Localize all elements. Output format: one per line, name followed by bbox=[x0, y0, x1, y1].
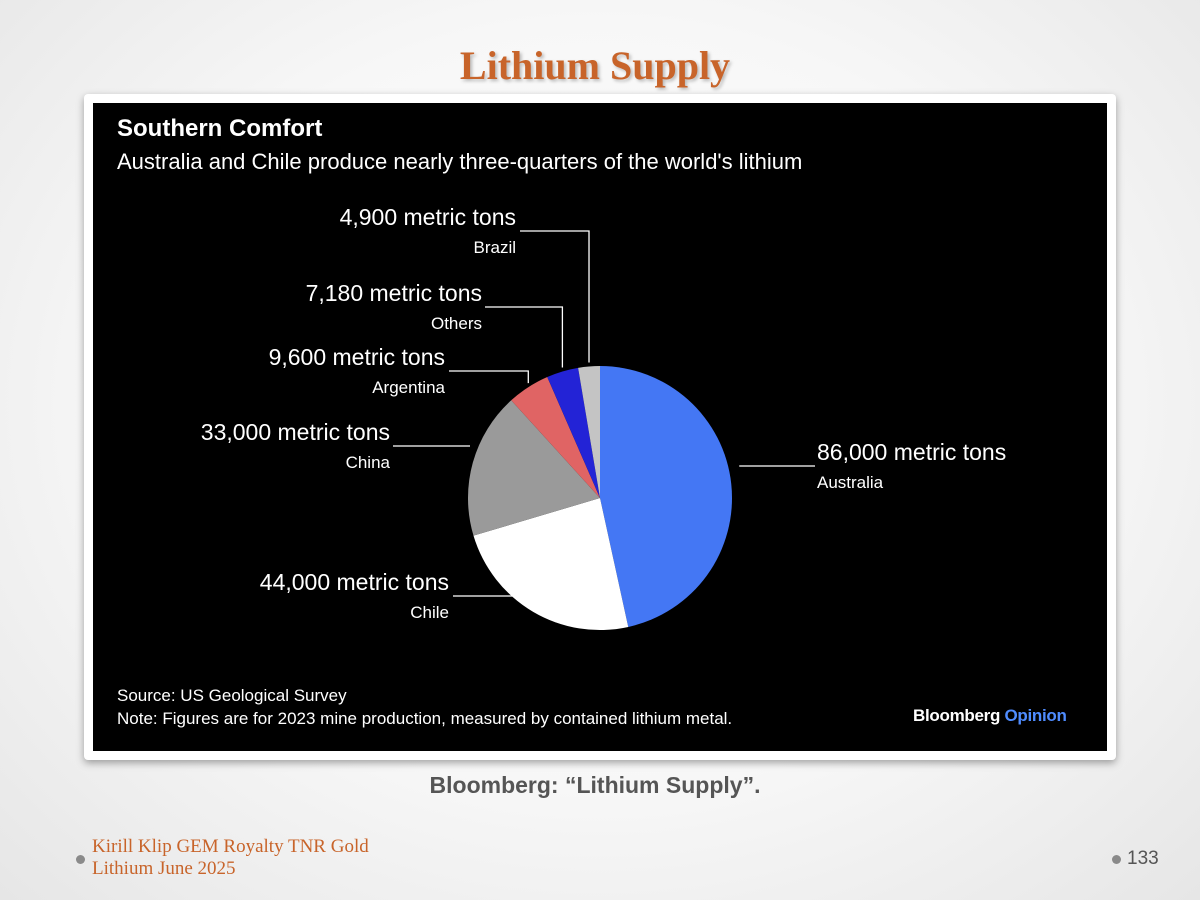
leader-line-argentina bbox=[449, 370, 529, 384]
data-label-argentina: 9,600 metric tons bbox=[269, 344, 445, 370]
pie-slice-brazil bbox=[578, 366, 600, 498]
chart-source: Source: US Geological Survey bbox=[117, 686, 347, 705]
leader-line-others bbox=[485, 306, 564, 368]
footer-bullet-right bbox=[1112, 855, 1121, 864]
footer-line-1: Kirill Klip GEM Royalty TNR Gold bbox=[92, 836, 369, 857]
pie-chart: 86,000 metric tons Australia 44,000 metric… bbox=[201, 204, 1006, 630]
data-label-brazil: 4,900 metric tons bbox=[340, 204, 516, 230]
bloomberg-opinion-logo: Bloomberg Opinion bbox=[913, 706, 1067, 726]
pie-slice-australia bbox=[600, 366, 733, 627]
data-label-others: 7,180 metric tons bbox=[306, 280, 482, 306]
data-label-australia: 86,000 metric tons bbox=[817, 439, 1006, 465]
leader-line-brazil bbox=[520, 230, 590, 363]
pie-slice-china bbox=[468, 400, 600, 536]
chart-title: Southern Comfort bbox=[117, 115, 323, 142]
category-label-others: Others bbox=[431, 314, 482, 333]
pie-slice-argentina bbox=[511, 376, 600, 498]
slide-caption: Bloomberg: “Lithium Supply”. bbox=[429, 772, 761, 798]
page-number: 133 bbox=[1127, 848, 1159, 869]
pie-slice-chile bbox=[473, 498, 629, 630]
chart-frame: Southern Comfort Australia and Chile pro… bbox=[84, 94, 1116, 760]
footer-bullet-left bbox=[76, 855, 85, 864]
category-label-argentina: Argentina bbox=[372, 378, 445, 397]
category-label-brazil: Brazil bbox=[473, 238, 516, 257]
brand-name: Bloomberg bbox=[913, 706, 1001, 725]
data-label-chile: 44,000 metric tons bbox=[260, 569, 449, 595]
category-label-china: China bbox=[346, 453, 391, 472]
chart-subtitle: Australia and Chile produce nearly three… bbox=[117, 149, 803, 174]
footer-line-2: Lithium June 2025 bbox=[92, 858, 236, 879]
pie-slice-others bbox=[547, 367, 600, 498]
brand-suffix: Opinion bbox=[1004, 706, 1067, 725]
chart-panel: Southern Comfort Australia and Chile pro… bbox=[93, 103, 1107, 751]
category-label-chile: Chile bbox=[410, 603, 449, 622]
category-label-australia: Australia bbox=[817, 473, 884, 492]
data-label-china: 33,000 metric tons bbox=[201, 419, 390, 445]
chart-note: Note: Figures are for 2023 mine producti… bbox=[117, 709, 733, 728]
footer-author: Kirill Klip GEM Royalty TNR Gold Lithium… bbox=[92, 836, 369, 880]
slide-title: Lithium Supply bbox=[459, 43, 731, 88]
